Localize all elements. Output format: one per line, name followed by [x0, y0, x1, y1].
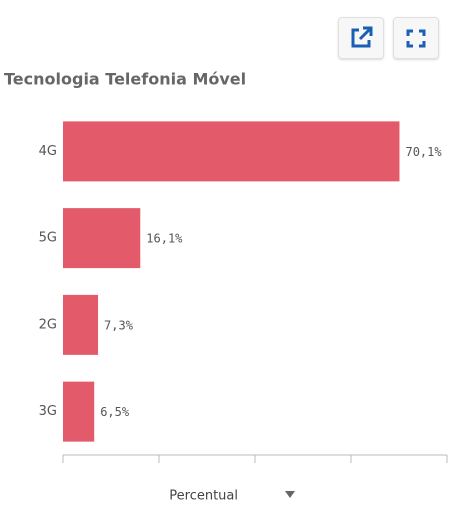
fullscreen-icon	[406, 29, 426, 48]
y-tick-label: 2G	[39, 317, 57, 332]
value-label: 7,3%	[104, 318, 134, 332]
open-external-button[interactable]	[338, 17, 384, 59]
bar	[63, 208, 141, 269]
bar	[63, 381, 95, 442]
y-tick-label: 5G	[39, 231, 57, 246]
x-axis-label[interactable]: Percentual	[169, 489, 238, 504]
value-label: 16,1%	[146, 232, 183, 246]
chart-title: Tecnologia Telefonia Móvel	[4, 70, 246, 89]
bar	[63, 294, 99, 355]
dropdown-arrow[interactable]	[285, 491, 295, 498]
value-label: 70,1%	[405, 145, 442, 159]
bar	[63, 121, 400, 182]
value-label: 6,5%	[100, 405, 130, 419]
fullscreen-button[interactable]	[393, 17, 439, 59]
y-tick-label: 3G	[39, 404, 57, 419]
y-tick-label: 4G	[39, 144, 57, 159]
external-icon	[351, 26, 373, 48]
